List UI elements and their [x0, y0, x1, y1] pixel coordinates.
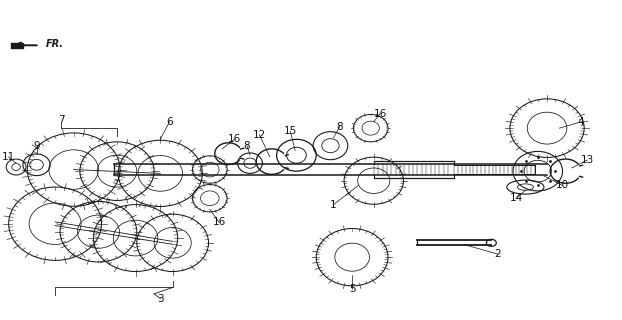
Text: 5: 5 [349, 284, 355, 294]
Text: 3: 3 [157, 293, 164, 304]
Text: 14: 14 [509, 193, 522, 203]
Text: 16: 16 [228, 134, 241, 144]
Text: FR.: FR. [46, 39, 64, 49]
Text: 7: 7 [58, 115, 65, 125]
Text: 9: 9 [33, 141, 40, 151]
Text: 8: 8 [337, 122, 343, 132]
Text: 16: 16 [373, 109, 387, 119]
Text: 10: 10 [556, 180, 569, 190]
Text: 6: 6 [166, 117, 173, 127]
Text: 16: 16 [213, 217, 226, 227]
Text: 15: 15 [284, 126, 297, 136]
Text: 11: 11 [2, 152, 16, 162]
Text: 12: 12 [253, 130, 266, 140]
Text: 1: 1 [330, 200, 337, 210]
Text: 4: 4 [578, 117, 585, 127]
Text: 13: 13 [581, 155, 594, 165]
Text: 2: 2 [494, 249, 501, 259]
Text: 8: 8 [244, 141, 250, 151]
